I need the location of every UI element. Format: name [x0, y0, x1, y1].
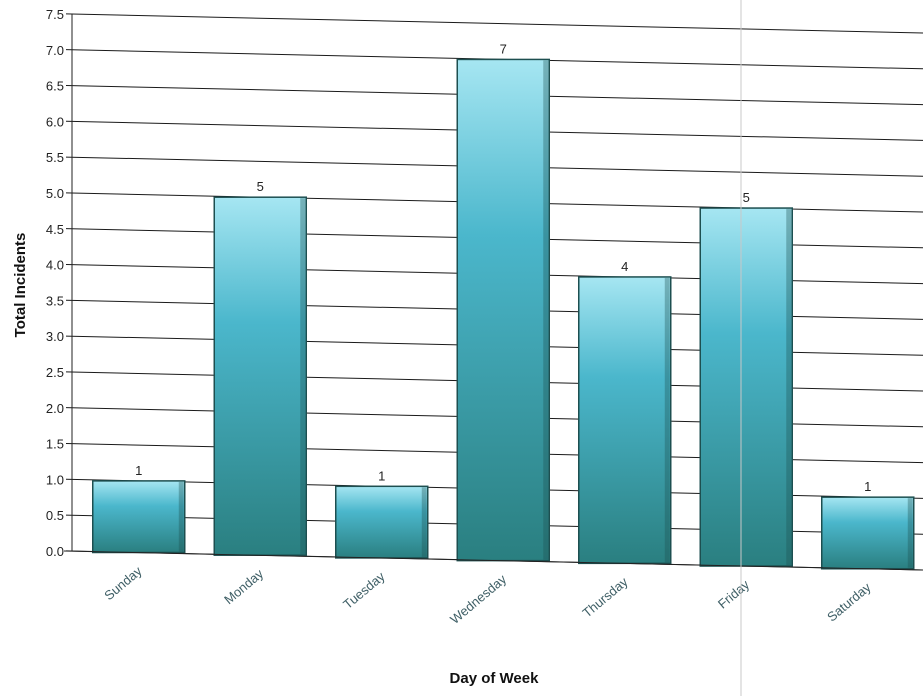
- x-category-label: Thursday: [580, 574, 632, 621]
- y-axis-title: Total Incidents: [12, 233, 29, 338]
- bar: [699, 207, 793, 567]
- bar-value-label: 7: [500, 41, 507, 56]
- y-tick-label: 2.0: [46, 401, 64, 416]
- y-tick-label: 4.5: [46, 222, 64, 237]
- y-tick-label: 6.5: [46, 79, 64, 94]
- bar: [92, 480, 186, 554]
- y-tick-label: 7.0: [46, 43, 64, 58]
- x-category-label: Monday: [221, 566, 266, 608]
- bar-shade: [421, 487, 427, 557]
- y-tick-label: 7.5: [46, 7, 64, 22]
- bar: [456, 58, 550, 562]
- bar: [335, 485, 429, 559]
- y-axis-ticks: 0.0 0.5 1.0 1.5 2.0 2.5 3.0 3.5 4.0 4.5 5.0 5.5 6.0 6…: [46, 7, 64, 559]
- gridline: [65, 13, 923, 34]
- bar: [821, 496, 915, 570]
- x-category-label: Saturday: [824, 579, 874, 624]
- bar-shade: [907, 498, 913, 568]
- bar: [213, 196, 307, 556]
- y-tick-label: 5.5: [46, 150, 64, 165]
- bar-shade: [786, 209, 792, 566]
- y-tick-label: 3.5: [46, 293, 64, 308]
- bar-value-label: 4: [621, 259, 628, 274]
- x-axis-categories: Sunday Monday Tuesday Wednesday Thursday Frid…: [101, 563, 874, 627]
- x-category-label: Friday: [715, 577, 753, 612]
- y-tick-label: 1.5: [46, 437, 64, 452]
- y-tick-label: 5.0: [46, 186, 64, 201]
- x-axis-title: Day of Week: [450, 670, 540, 687]
- bar: [578, 276, 672, 565]
- bars: [92, 58, 915, 570]
- y-tick-label: 1.0: [46, 472, 64, 487]
- bar-shade: [543, 60, 549, 560]
- x-category-label: Sunday: [101, 563, 145, 603]
- bar-value-label: 1: [135, 463, 142, 478]
- bar-shade: [664, 277, 670, 563]
- x-category-label: Tuesday: [340, 568, 388, 612]
- bar-value-label: 1: [864, 479, 871, 494]
- bar-shade: [178, 481, 184, 552]
- value-labels: 1 5 1 7 4 5 1: [135, 41, 871, 494]
- bar-value-label: 5: [257, 179, 264, 194]
- bar-value-label: 5: [743, 190, 750, 205]
- y-tick-label: 6.0: [46, 114, 64, 129]
- x-axis-line: [63, 550, 923, 571]
- bar-shade: [300, 198, 306, 555]
- y-tick-label: 0.0: [46, 544, 64, 559]
- y-tick-label: 2.5: [46, 365, 64, 380]
- x-category-label: Wednesday: [447, 571, 509, 627]
- y-tick-label: 0.5: [46, 508, 64, 523]
- y-tick-label: 3.0: [46, 329, 64, 344]
- bar-value-label: 1: [378, 468, 385, 483]
- y-tick-label: 4.0: [46, 258, 64, 273]
